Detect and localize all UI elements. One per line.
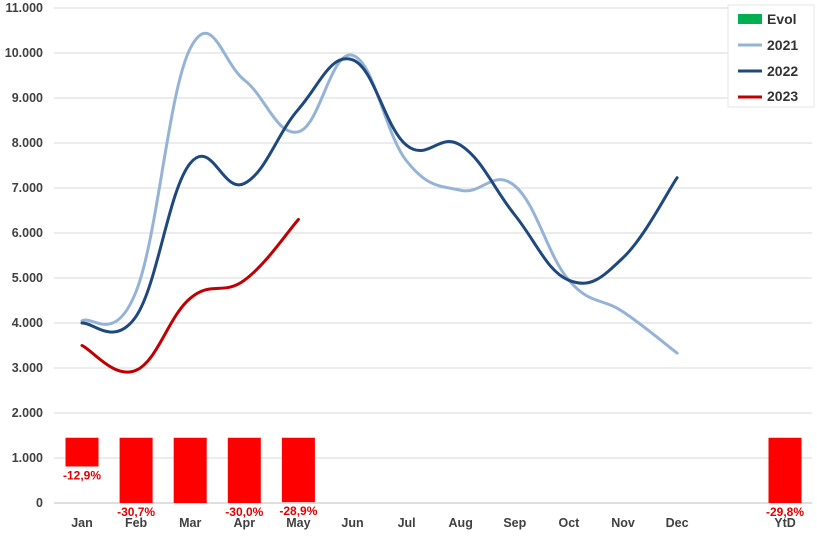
series-line-2022 <box>80 57 679 334</box>
evol-bar-label: -30,7% <box>117 505 155 519</box>
x-tick-label: Jan <box>71 516 93 530</box>
x-tick-label: Oct <box>558 516 580 530</box>
evol-bar <box>281 437 315 503</box>
y-tick-label: 10.000 <box>5 46 43 60</box>
series-lines <box>80 31 679 374</box>
legend-label-2022: 2022 <box>767 63 798 79</box>
x-tick-label: Sep <box>503 516 526 530</box>
evol-bar-label: -29,8% <box>766 505 804 519</box>
evol-bar-label: -28,9% <box>279 504 317 518</box>
x-tick-label: Mar <box>179 516 201 530</box>
y-tick-label: 6.000 <box>12 226 43 240</box>
y-tick-label: 3.000 <box>12 361 43 375</box>
legend-swatch-evol <box>738 14 762 24</box>
x-tick-label: Dec <box>666 516 689 530</box>
legend-label-2021: 2021 <box>767 37 798 53</box>
evol-bar-label: -30,0% <box>225 505 263 519</box>
evol-bar <box>65 437 99 467</box>
evol-bar-label: -12,9% <box>63 468 101 482</box>
x-tick-label: Feb <box>125 516 148 530</box>
legend-label-2023: 2023 <box>767 88 798 104</box>
x-tick-label: Jun <box>341 516 363 530</box>
y-tick-label: 8.000 <box>12 136 43 150</box>
x-tick-label: Apr <box>234 516 256 530</box>
y-tick-label: 1.000 <box>12 451 43 465</box>
evol-bar <box>119 437 153 503</box>
y-tick-label: 2.000 <box>12 406 43 420</box>
evol-bar <box>227 437 261 503</box>
x-tick-label: Aug <box>449 516 473 530</box>
y-tick-label: 0 <box>36 496 43 510</box>
x-tick-label: May <box>286 516 310 530</box>
y-tick-label: 9.000 <box>12 91 43 105</box>
legend: Evol 2021 2022 2023 <box>727 4 815 108</box>
y-tick-label: 11.000 <box>5 1 43 15</box>
legend-label-evol: Evol <box>767 11 797 27</box>
x-tick-label: YtD <box>774 516 796 530</box>
axis-labels: 0 1.000 2.000 3.000 4.000 5.000 6.000 7.000 8.00… <box>5 1 796 530</box>
gridlines <box>54 7 812 504</box>
y-tick-label: 4.000 <box>12 316 43 330</box>
x-tick-label: Jul <box>398 516 416 530</box>
x-tick-label: Nov <box>611 516 635 530</box>
y-tick-label: 7.000 <box>12 181 43 195</box>
series-line-2023 <box>80 218 300 374</box>
evol-bar <box>173 437 207 503</box>
evol-bar <box>768 437 802 503</box>
y-tick-label: 5.000 <box>12 271 43 285</box>
evol-bars: -12,9% -30,7% -30,0% -28,9% -29,8% <box>63 437 804 519</box>
series-line-2021 <box>80 31 679 355</box>
